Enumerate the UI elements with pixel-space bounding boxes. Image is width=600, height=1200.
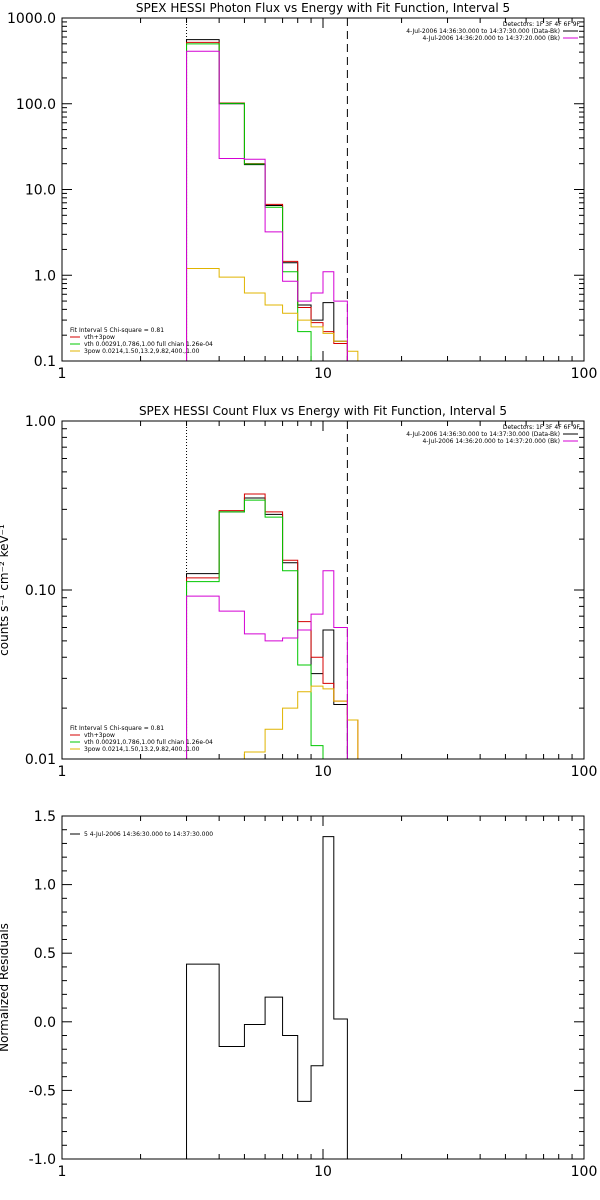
count-legend-right-entry: 4-Jul-2006 14:36:20.000 to 14:37:20.000 … bbox=[422, 438, 560, 445]
count-x-tick-label: 100 bbox=[571, 764, 598, 780]
residuals-x-tick-label: 10 bbox=[314, 1164, 332, 1180]
residuals-y-tick-label: 1.0 bbox=[34, 878, 56, 894]
residuals-series-residuals-line bbox=[186, 836, 348, 1159]
photon-legend-left-entry: Fit Interval 5 Chi-square = 0.81 bbox=[70, 327, 164, 334]
residuals-x-tick-label: 100 bbox=[571, 1164, 598, 1180]
photon-panel: SPEX HESSI Photon Flux vs Energy with Fi… bbox=[7, 1, 597, 382]
photon-y-tick-label: 1000.0 bbox=[7, 11, 56, 27]
count-series-vth-3pow-line bbox=[186, 493, 359, 759]
count-plot-frame bbox=[61, 420, 585, 760]
residuals-plot-frame bbox=[61, 815, 585, 1160]
photon-x-tick-label: 1 bbox=[58, 366, 67, 382]
photon-legend-left-entry: vth+3pow bbox=[84, 334, 115, 341]
photon-series-3pow-line bbox=[186, 267, 359, 361]
count-panel: SPEX HESSI Count Flux vs Energy with Fit… bbox=[0, 404, 598, 780]
photon-x-tick-label: 100 bbox=[571, 366, 598, 382]
count-title: SPEX HESSI Count Flux vs Energy with Fit… bbox=[139, 404, 507, 418]
residuals-series-group bbox=[186, 836, 348, 1159]
residuals-y-tick-label: 1.5 bbox=[34, 809, 56, 825]
count-y-axis-label: counts s⁻¹ cm⁻² keV⁻¹ bbox=[0, 524, 11, 656]
photon-legend-right-entry: 4-Jul-2006 14:36:30.000 to 14:37:30.000 … bbox=[406, 28, 560, 35]
residuals-y-tick-label: 0.0 bbox=[34, 1015, 56, 1031]
count-series-vth-line bbox=[186, 499, 324, 759]
photon-x-tick-label: 10 bbox=[314, 366, 332, 382]
residuals-y-tick-label: -0.5 bbox=[29, 1083, 56, 1099]
photon-y-tick-label: 1.0 bbox=[34, 268, 56, 284]
count-x-tick-label: 1 bbox=[58, 764, 67, 780]
count-series-data-bk-line bbox=[186, 497, 348, 759]
photon-y-tick-label: 10.0 bbox=[25, 183, 56, 199]
residuals-legend-left-entry: 5 4-Jul-2006 14:36:30.000 to 14:37:30.00… bbox=[84, 831, 213, 838]
photon-y-tick-label: 0.1 bbox=[34, 354, 56, 370]
photon-title: SPEX HESSI Photon Flux vs Energy with Fi… bbox=[136, 1, 510, 15]
count-y-tick-label: 0.01 bbox=[25, 752, 56, 768]
count-series-3pow-line bbox=[186, 685, 359, 759]
count-legend-left-entry: vth 0.00291,0.786,1.00 full chian 1.26e-… bbox=[84, 739, 213, 746]
residuals-y-tick-label: -1.0 bbox=[29, 1152, 56, 1168]
photon-series-bk-line bbox=[186, 50, 348, 361]
photon-y-tick-label: 100.0 bbox=[16, 97, 56, 113]
residuals-panel: 1 10 100 -1.0 -0.5 0.0 0.5 1.0 1.5 Normalized Res… bbox=[0, 809, 597, 1180]
residuals-y-tick-label: 0.5 bbox=[34, 946, 56, 962]
residuals-y-axis-label: Normalized Residuals bbox=[0, 923, 11, 1052]
count-detectors-label: Detectors: 1F 3F 4F 6F 9F bbox=[503, 424, 581, 431]
count-legend-left-entry: Fit Interval 5 Chi-square = 0.81 bbox=[70, 725, 164, 732]
residuals-x-tick-label: 1 bbox=[58, 1164, 67, 1180]
photon-legend-right-entry: 4-Jul-2006 14:36:20.000 to 14:37:20.000 … bbox=[422, 35, 560, 42]
photon-detectors-label: Detectors: 1F 3F 4F 6F 9F bbox=[503, 21, 581, 28]
count-x-tick-label: 10 bbox=[314, 764, 332, 780]
count-legend-right-entry: 4-Jul-2006 14:36:30.000 to 14:37:30.000 … bbox=[406, 431, 560, 438]
count-y-tick-label: 0.10 bbox=[25, 583, 56, 599]
photon-series-vth-3pow-line bbox=[186, 41, 358, 361]
photon-legend-left-entry: 3pow 0.0214,1.50,13.2,9.82,400.,1.00 bbox=[84, 348, 200, 355]
count-series-bk-line bbox=[186, 570, 348, 759]
count-legend-left-entry: 3pow 0.0214,1.50,13.2,9.82,400.,1.00 bbox=[84, 746, 200, 753]
count-series-group bbox=[186, 493, 359, 759]
count-y-tick-label: 1.00 bbox=[25, 414, 56, 430]
photon-series-group bbox=[186, 39, 359, 361]
photon-series-data-bk-line bbox=[186, 39, 348, 361]
count-legend-left-entry: vth+3pow bbox=[84, 732, 115, 739]
photon-plot-frame bbox=[61, 17, 585, 362]
photon-series-vth-line bbox=[186, 43, 324, 361]
photon-legend-left-entry: vth 0.00291,0.786,1.00 full chian 1.26e-… bbox=[84, 341, 213, 348]
